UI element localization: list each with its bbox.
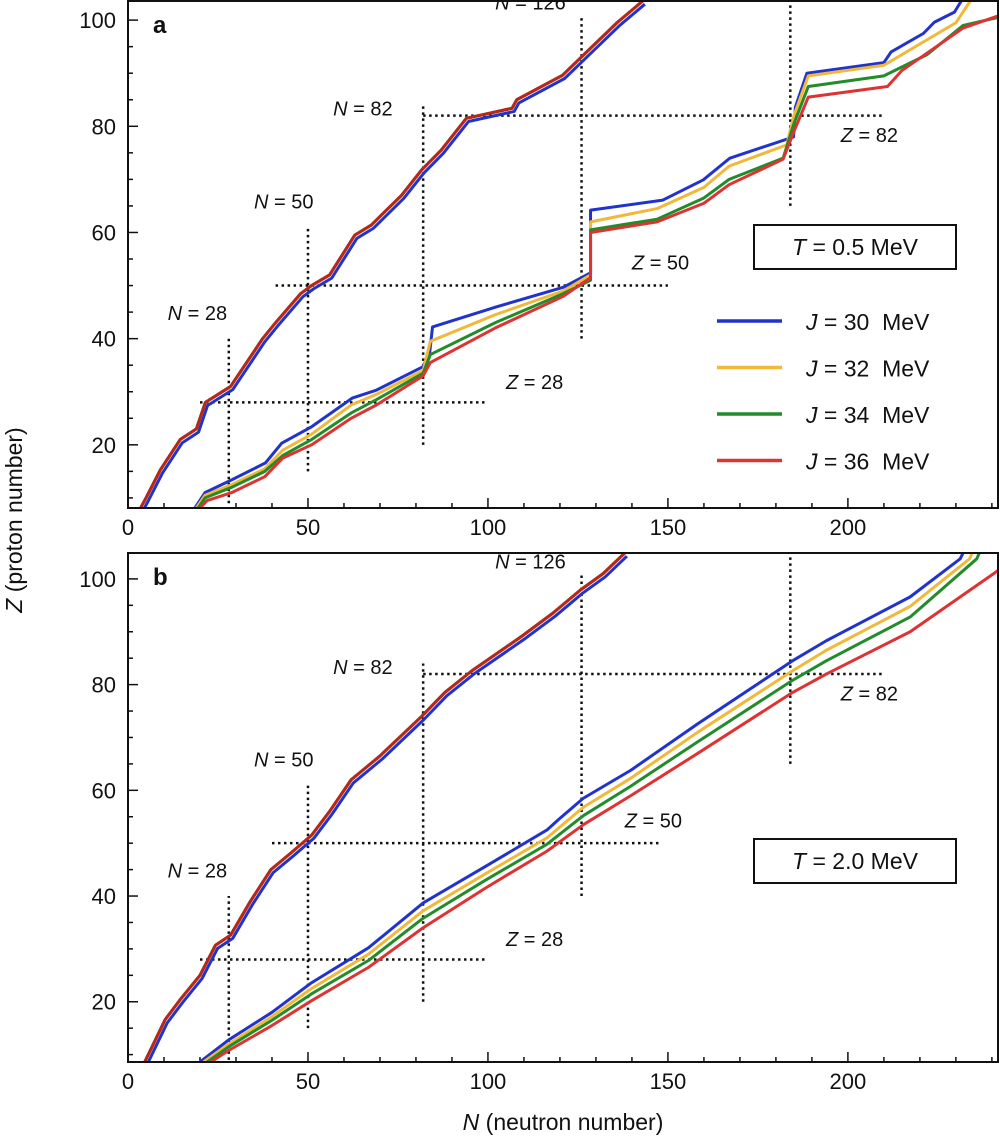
neutron-drip-line-32 [202,553,974,1062]
label-N28: N = 28 [168,861,228,883]
series-lines [138,1,998,508]
neutron-drip-line-32 [195,1,972,508]
label-N28: N = 28 [168,303,228,325]
x-tick-label: 100 [470,515,507,540]
y-tick-label: 80 [92,673,116,698]
y-tick-label: 60 [92,778,116,803]
label-Z50: Z = 50 [631,253,689,275]
proton-drip-line-36 [143,553,626,1062]
x-tick-label: 200 [830,1069,867,1094]
legend-label: J = 30 MeV [805,309,930,335]
magic-number-lines [199,1,884,504]
panel-b: 0 50 100 150 200 20 40 60 80 100 N = 28 N = 50 N = 8… [79,551,999,1094]
x-tick-label: 150 [650,1069,687,1094]
label-Z82: Z = 82 [840,683,898,705]
x-tick-label: 0 [122,515,134,540]
y-tick-label: 40 [92,884,116,909]
neutron-drip-line-36 [198,14,998,508]
proton-drip-line-34 [143,553,626,1062]
x-tick-label: 50 [296,1069,320,1094]
proton-drip-line-30 [146,555,628,1062]
panel-letter: b [153,564,168,591]
neutron-drip-line-36 [209,569,998,1062]
plot-frame [127,552,999,1063]
label-N126: N = 126 [495,0,566,14]
legend-label: J = 36 MeV [805,449,930,475]
x-tick-label: 150 [650,515,687,540]
temperature-box [753,838,957,884]
label-Z50: Z = 50 [624,810,682,832]
label-N126: N = 126 [495,551,566,573]
y-tick-label: 60 [92,220,116,245]
proton-drip-line-30 [142,3,646,508]
legend-label: J = 32 MeV [805,356,930,382]
label-Z82: Z = 82 [840,125,898,147]
label-N82: N = 82 [333,657,393,679]
temperature-box [753,224,957,270]
neutron-drip-line-34 [206,553,981,1062]
y-tick-label: 40 [92,327,116,352]
label-Z28: Z = 28 [505,372,563,394]
y-tick-label: 80 [92,114,116,139]
magic-number-lines [199,553,884,1060]
series-lines [143,553,998,1062]
label-N50: N = 50 [254,192,313,214]
plot-frame [127,0,999,509]
legend: J = 30 MeV J = 32 MeV J = 34 MeV J = 36 MeV [717,309,930,475]
temperature-label: T = 0.5 MeV [792,234,919,260]
proton-drip-line-32 [143,553,626,1062]
neutron-drip-line-30 [199,553,965,1062]
y-tick-label: 100 [79,8,116,33]
y-tick-label: 20 [92,990,116,1015]
y-axis-title: Z (proton number) [1,427,27,613]
proton-drip-line-36 [138,1,644,508]
x-tick-label: 100 [470,1069,507,1094]
y-tick-label: 20 [92,433,116,458]
y-tick-label: 100 [79,567,116,592]
label-N82: N = 82 [333,99,393,121]
x-tick-label: 200 [830,515,867,540]
legend-label: J = 34 MeV [805,402,930,428]
label-N50: N = 50 [254,750,313,772]
temperature-label: T = 2.0 MeV [792,848,919,874]
label-Z28: Z = 28 [505,929,563,951]
x-tick-label: 0 [122,1069,134,1094]
panel-letter: a [153,12,167,39]
x-tick-label: 50 [296,515,320,540]
panel-a: 0 50 100 150 200 20 40 60 80 100 N = 28 N = 50 N = 8… [79,0,999,540]
x-axis-title: N (neutron number) [463,1109,664,1135]
